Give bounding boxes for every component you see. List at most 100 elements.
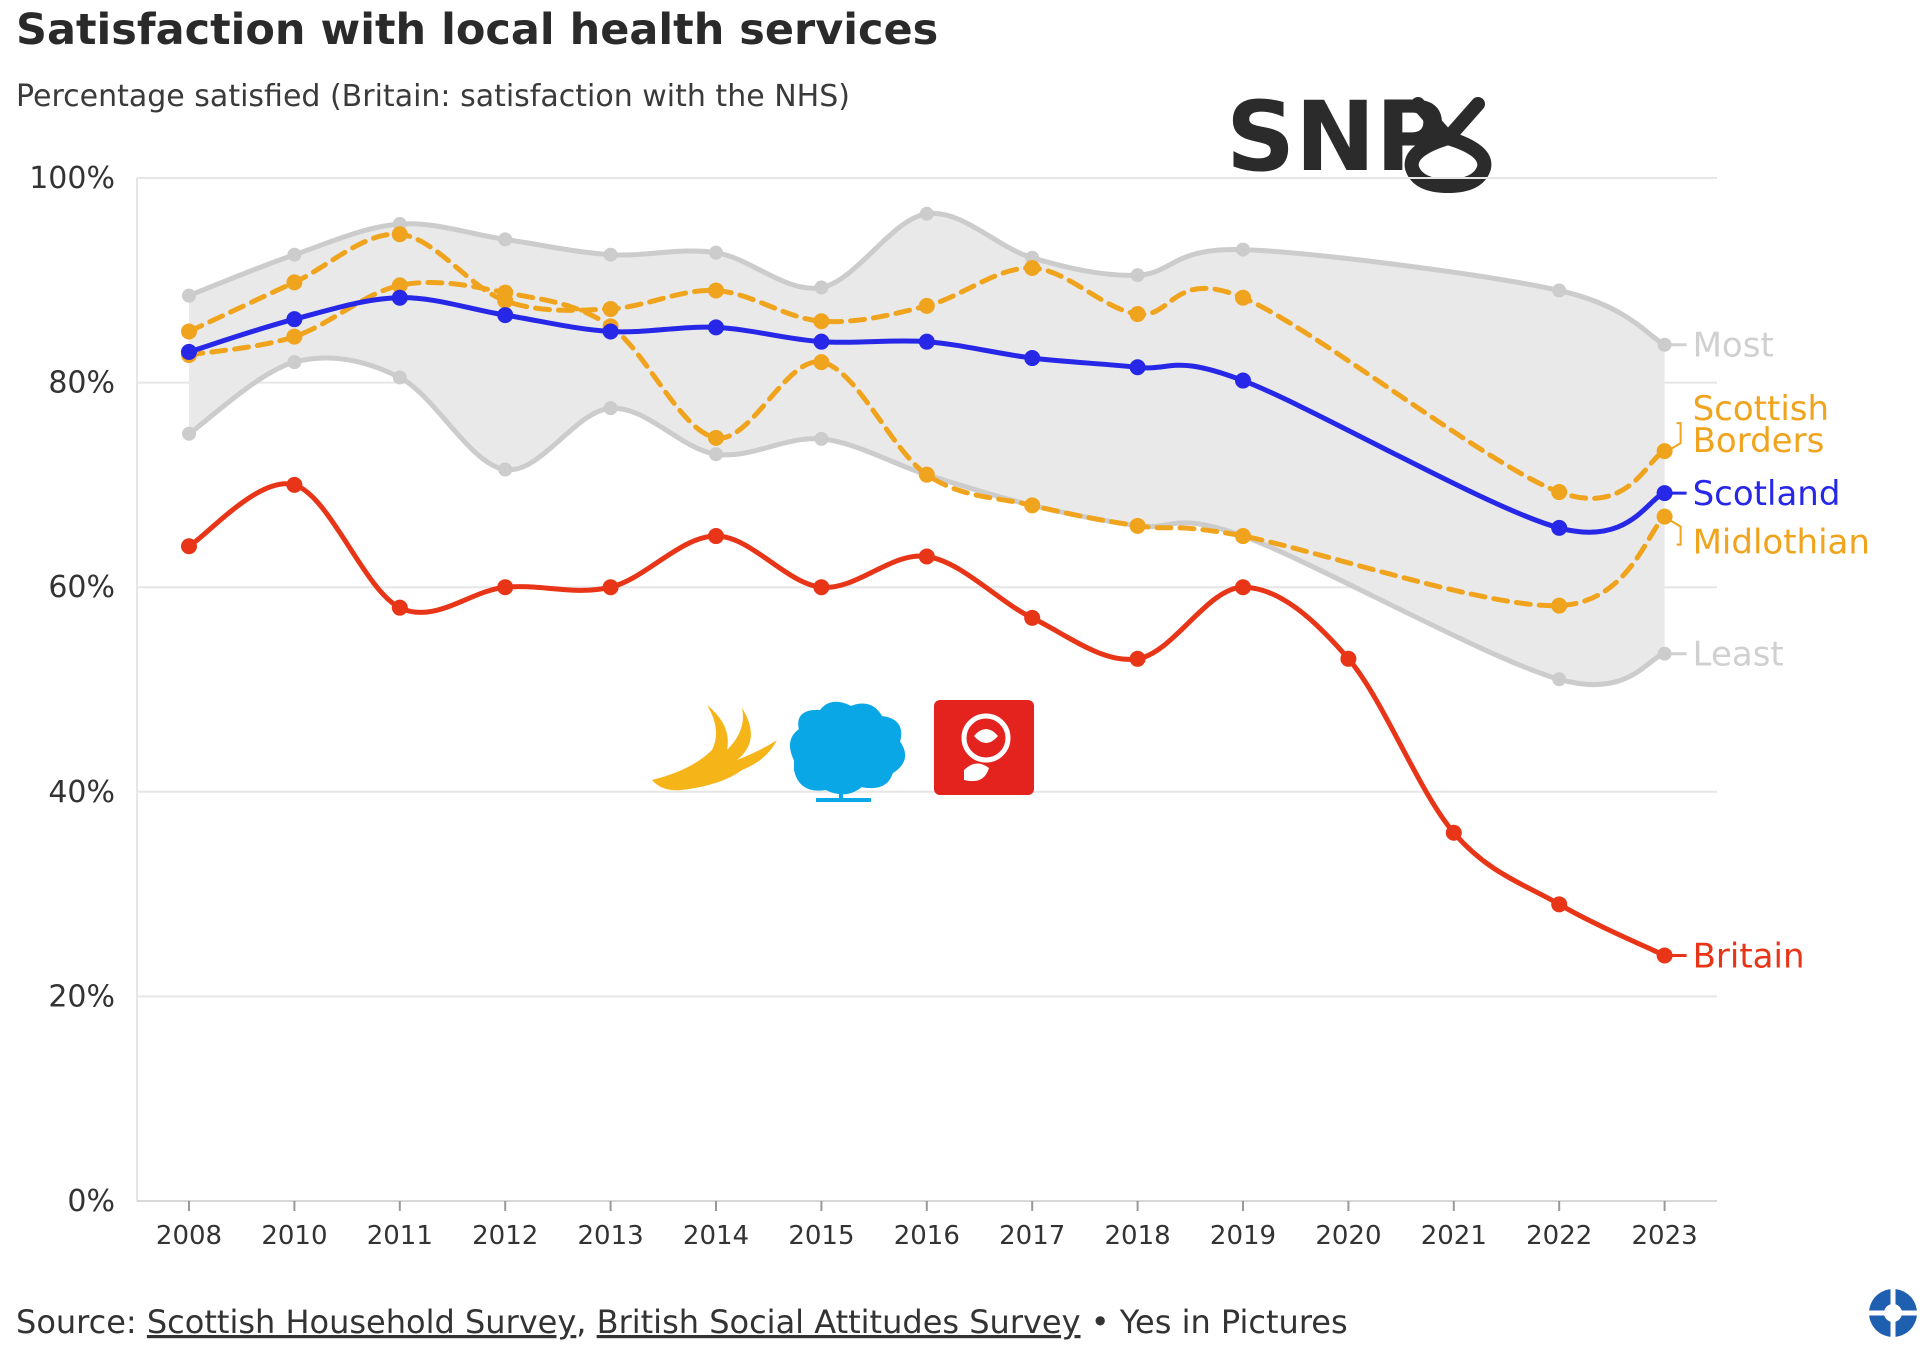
- x-tick-label: 2018: [1105, 1221, 1171, 1251]
- band-upper-point: [1657, 337, 1672, 352]
- x-tick-label: 2023: [1632, 1221, 1698, 1251]
- data-point-midlothian: [918, 466, 935, 483]
- snp-logo: SNP: [1226, 81, 1492, 193]
- y-tick-label: 100%: [29, 161, 115, 196]
- data-point-britain: [497, 579, 514, 596]
- end-label-midlothian: Midlothian: [1693, 523, 1870, 563]
- chart-subtitle: Percentage satisfied (Britain: satisfact…: [16, 79, 850, 114]
- data-point-scottish-borders: [1656, 443, 1673, 460]
- data-point-scottish-borders: [602, 300, 619, 317]
- end-label-connector: [1670, 422, 1682, 450]
- data-point-britain: [391, 599, 408, 616]
- snp-loop-icon: [1404, 97, 1492, 193]
- data-point-scotland: [602, 323, 619, 340]
- source-suffix: • Yes in Pictures: [1081, 1303, 1348, 1341]
- labour-square: [934, 700, 1034, 795]
- data-point-scottish-borders: [497, 292, 514, 309]
- x-tick-label: 2020: [1315, 1221, 1381, 1251]
- data-point-midlothian: [708, 429, 724, 446]
- tree-icon: [790, 701, 906, 802]
- end-label-least: Least: [1693, 635, 1784, 675]
- band-upper-point: [603, 247, 618, 262]
- data-point-scotland: [181, 343, 197, 360]
- data-point-midlothian: [1235, 528, 1251, 545]
- y-tick-label: 40%: [48, 775, 115, 810]
- bird-icon: [652, 705, 777, 791]
- end-label-most: Most: [1693, 326, 1774, 366]
- band-upper-point: [709, 245, 723, 260]
- y-tick-label: 0%: [67, 1184, 115, 1219]
- band-lower-point: [498, 462, 513, 477]
- data-point-scotland: [497, 307, 514, 324]
- data-point-midlothian: [1656, 508, 1673, 525]
- y-tick-label: 80%: [48, 366, 115, 401]
- data-point-britain: [1129, 650, 1146, 667]
- end-label-connector: [1670, 519, 1682, 546]
- data-point-britain: [813, 579, 830, 596]
- data-point-scottish-borders: [708, 282, 724, 299]
- chart-title: Satisfaction with local health services: [16, 5, 938, 55]
- x-axis-ticks: 2008 2010 2011 2012 2013 2014 2015 2016 2017 2018…: [156, 1201, 1698, 1251]
- data-point-britain: [1656, 947, 1673, 964]
- source-link-bsa[interactable]: British Social Attitudes Survey: [597, 1303, 1081, 1341]
- data-point-britain: [286, 476, 303, 493]
- series-line-midlothian: [186, 279, 1668, 609]
- data-point-scottish-borders: [286, 274, 303, 291]
- data-point-midlothian: [391, 277, 408, 294]
- data-point-scotland: [708, 319, 724, 336]
- end-label-scotland: Scotland: [1693, 474, 1841, 514]
- x-tick-label: 2015: [788, 1221, 854, 1251]
- badge-center: [1884, 1304, 1902, 1322]
- data-point-britain: [1024, 609, 1041, 626]
- data-point-scottish-borders: [813, 313, 830, 330]
- end-label-britain: Britain: [1693, 936, 1805, 976]
- data-point-scotland: [813, 333, 830, 350]
- conservative-logo: [790, 701, 906, 802]
- band-upper-point: [1236, 242, 1250, 257]
- x-tick-label: 2016: [894, 1221, 960, 1251]
- source-separator: ,: [576, 1303, 596, 1341]
- source-link-household[interactable]: Scottish Household Survey: [147, 1303, 576, 1341]
- rose-petals: [964, 729, 998, 782]
- y-axis-ticks: 0% 20% 40% 60% 80% 100%: [29, 161, 115, 1219]
- data-point-scotland: [1551, 519, 1568, 536]
- data-point-britain: [1551, 896, 1568, 913]
- band-upper-point: [498, 232, 513, 247]
- data-point-scotland: [391, 289, 408, 306]
- band-lower-point: [709, 447, 723, 462]
- data-point-scottish-borders: [1129, 306, 1146, 323]
- x-tick-label: 2010: [261, 1221, 327, 1251]
- data-point-scottish-borders: [181, 323, 197, 340]
- rose-icon: [961, 713, 1011, 763]
- data-point-midlothian: [1551, 597, 1568, 614]
- x-tick-label: 2014: [683, 1221, 749, 1251]
- x-tick-label: 2008: [156, 1221, 222, 1251]
- data-point-scotland: [1656, 485, 1673, 502]
- data-point-scotland: [286, 311, 303, 328]
- x-tick-label: 2013: [578, 1221, 644, 1251]
- band-fill: [189, 213, 1665, 685]
- band-lower-point: [814, 431, 829, 446]
- band-upper-point: [182, 288, 196, 303]
- data-point-britain: [1235, 579, 1251, 596]
- band-lower-point: [1657, 646, 1672, 661]
- source-prefix: Source:: [16, 1303, 147, 1341]
- band-lower-point: [392, 370, 407, 385]
- band-upper-line: [188, 210, 1666, 347]
- range-band: [182, 206, 1672, 688]
- data-point-britain: [181, 538, 197, 555]
- data-point-scottish-borders: [1551, 484, 1568, 501]
- data-point-scottish-borders: [1235, 289, 1251, 306]
- data-point-scottish-borders: [391, 226, 408, 243]
- series-lines: [181, 226, 1673, 964]
- yes-in-pictures-logo: [1869, 1289, 1917, 1337]
- data-point-midlothian: [1024, 497, 1041, 514]
- x-tick-label: 2019: [1210, 1221, 1276, 1251]
- data-point-scotland: [1129, 359, 1146, 376]
- band-upper-point: [1130, 268, 1145, 283]
- data-point-britain: [602, 579, 619, 596]
- data-point-scottish-borders: [1024, 260, 1041, 277]
- data-point-midlothian: [813, 354, 830, 371]
- x-tick-label: 2012: [472, 1221, 538, 1251]
